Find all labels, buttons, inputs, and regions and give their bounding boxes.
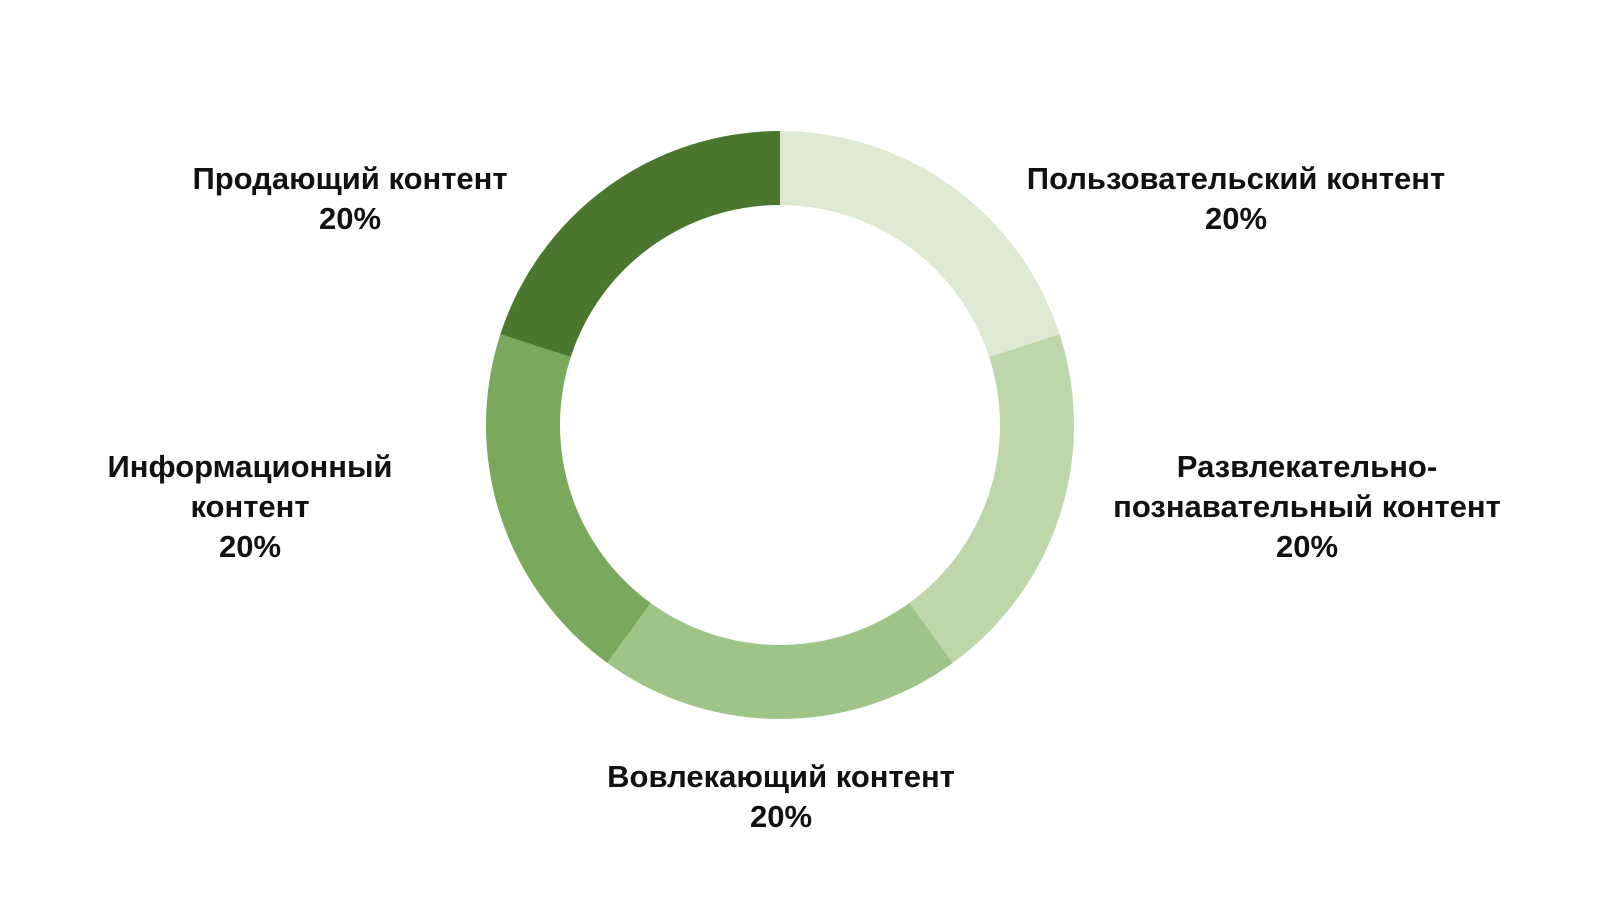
value-label: 20%	[218, 529, 282, 564]
category-name: Развлекательно-познавательный контент	[1113, 449, 1501, 524]
value-label: 20%	[1275, 529, 1339, 564]
segment-label: Вовлекающий контент 20%	[521, 757, 1041, 837]
segment-label: Развлекательно-познавательный контент 20%	[1072, 447, 1542, 567]
value-label: 20%	[318, 201, 382, 236]
category-name: Вовлекающий контент	[607, 759, 955, 794]
category-name: Продающий контент	[192, 161, 508, 196]
donut-segment	[607, 602, 953, 720]
segment-label: Информационный контент 20%	[80, 447, 420, 567]
value-label: 20%	[749, 799, 813, 834]
donut-segment	[486, 334, 651, 663]
donut-segment	[909, 334, 1074, 663]
category-name: Информационный контент	[107, 449, 393, 524]
category-name: Пользовательский контент	[1026, 161, 1446, 196]
donut-segment	[500, 131, 780, 358]
segment-label: Пользовательский контент 20%	[976, 159, 1496, 239]
segment-label: Продающий контент 20%	[90, 159, 610, 239]
donut-segment	[780, 131, 1060, 358]
value-label: 20%	[1204, 201, 1268, 236]
